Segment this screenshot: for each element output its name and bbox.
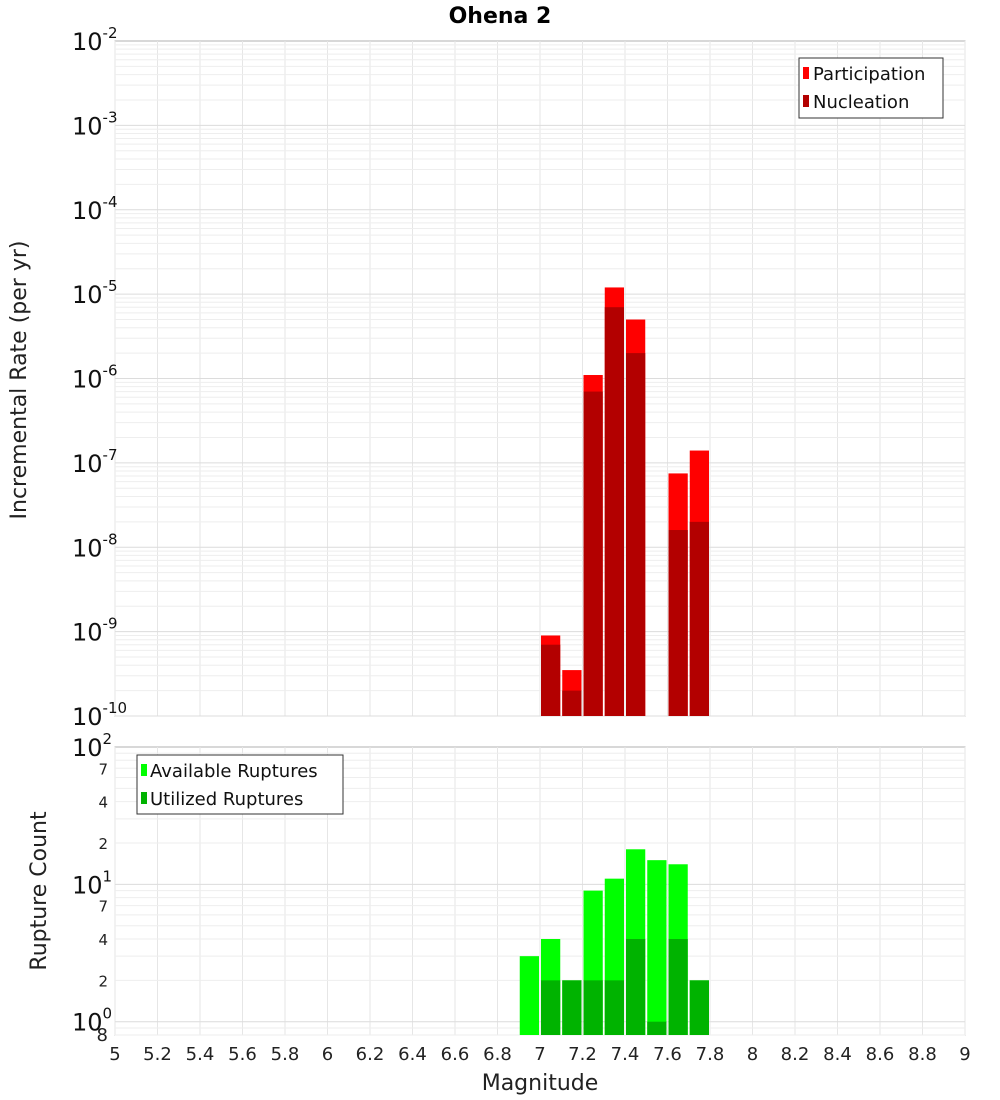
y-minor-tick-label: 2: [98, 972, 108, 990]
y-minor-tick-label: 7: [98, 898, 108, 916]
rupture-count-axis-label: Rupture Count: [27, 811, 52, 971]
y-minor-tick-label: 8: [97, 1025, 108, 1046]
chart-title: Ohena 2: [449, 4, 552, 29]
bar-utilized-ruptures: [668, 939, 688, 1035]
bar-utilized-ruptures: [583, 980, 603, 1035]
x-tick-label: 7.4: [611, 1044, 640, 1065]
x-tick-label: 7: [534, 1044, 545, 1065]
incremental-rate-grid: [114, 41, 966, 717]
x-tick-label: 7.8: [696, 1044, 725, 1065]
incremental-rate-bars: [541, 287, 709, 716]
y-minor-tick-label: 4: [98, 931, 108, 949]
bar-nucleation: [583, 391, 603, 716]
x-tick-label: 7.2: [568, 1044, 597, 1065]
rupture-count-panel: 8 2 4 7 2 4 7 100 101 102 5 5.2 5.4 5.6 5.8 6 6.2 6.4 6.6…: [27, 730, 971, 1096]
y-tick-label: 10-5: [72, 277, 118, 309]
y-tick-label: 10-4: [72, 193, 118, 225]
rupture-count-legend: Available Ruptures Utilized Ruptures: [136, 754, 344, 815]
legend-label-nucleation: Nucleation: [813, 92, 909, 113]
x-tick-label: 8.4: [823, 1044, 852, 1065]
incremental-rate-y-ticks: 10-10 10-9 10-8 10-7 10-6 10-5 10-4 10-3 10-2: [72, 24, 127, 731]
bar-nucleation: [689, 521, 709, 716]
y-tick-label: 102: [72, 730, 112, 762]
rupture-count-y-ticks: 8 2 4 7 2 4 7 100 101 102: [72, 730, 112, 1046]
bar-nucleation: [562, 690, 582, 716]
legend-label-utilized-ruptures: Utilized Ruptures: [150, 789, 303, 810]
y-tick-label: 10-9: [72, 615, 118, 647]
legend-swatch-utilized-ruptures: [141, 792, 147, 804]
y-tick-label: 10-10: [72, 699, 127, 731]
y-minor-tick-label: 7: [98, 760, 108, 778]
bar-nucleation: [541, 644, 561, 716]
x-tick-label: 6.4: [398, 1044, 427, 1065]
x-tick-label: 7.6: [653, 1044, 682, 1065]
bar-nucleation: [668, 530, 688, 716]
legend-swatch-participation: [803, 67, 809, 79]
y-tick-label: 101: [72, 867, 112, 899]
x-tick-label: 8.8: [908, 1044, 937, 1065]
y-tick-label: 10-3: [72, 108, 118, 140]
x-tick-label: 5.8: [271, 1044, 300, 1065]
x-tick-label: 6: [322, 1044, 333, 1065]
x-tick-label: 5.4: [186, 1044, 215, 1065]
x-tick-label: 5: [109, 1044, 120, 1065]
bar-nucleation: [626, 353, 646, 716]
x-tick-label: 8.6: [866, 1044, 895, 1065]
x-tick-label: 8: [747, 1044, 758, 1065]
legend-swatch-available-ruptures: [141, 764, 147, 776]
x-tick-label: 8.2: [781, 1044, 810, 1065]
magnitude-x-ticks: 5 5.2 5.4 5.6 5.8 6 6.2 6.4 6.6 6.8 7 7.2 7.4 7.6 7.8 8…: [109, 1044, 970, 1065]
incremental-rate-panel: 10-10 10-9 10-8 10-7 10-6 10-5 10-4 10-3 10-2 In…: [7, 24, 966, 731]
x-tick-label: 6.2: [356, 1044, 385, 1065]
rupture-count-bars: [519, 849, 709, 1035]
bar-available-ruptures: [647, 860, 667, 1035]
bar-nucleation: [604, 307, 624, 716]
x-tick-label: 5.6: [228, 1044, 257, 1065]
bar-utilized-ruptures: [562, 980, 582, 1035]
magnitude-axis-label: Magnitude: [482, 1071, 599, 1096]
bar-utilized-ruptures: [647, 1021, 667, 1035]
bar-utilized-ruptures: [689, 980, 709, 1035]
y-tick-label: 10-2: [72, 24, 118, 56]
y-tick-label: 100: [72, 1005, 112, 1037]
bar-utilized-ruptures: [604, 980, 624, 1035]
y-tick-label: 10-6: [72, 362, 118, 394]
legend-label-participation: Participation: [813, 64, 925, 85]
bar-available-ruptures: [519, 956, 539, 1035]
incremental-rate-legend: Participation Nucleation: [798, 57, 944, 119]
x-tick-label: 9: [959, 1044, 970, 1065]
x-tick-label: 6.8: [483, 1044, 512, 1065]
y-tick-label: 10-8: [72, 530, 118, 562]
y-minor-tick-label: 2: [98, 835, 108, 853]
y-tick-label: 10-7: [72, 446, 118, 478]
legend-label-available-ruptures: Available Ruptures: [150, 761, 318, 782]
x-tick-label: 5.2: [143, 1044, 172, 1065]
bar-utilized-ruptures: [626, 939, 646, 1035]
y-minor-tick-label: 4: [98, 794, 108, 812]
x-tick-label: 6.6: [441, 1044, 470, 1065]
legend-swatch-nucleation: [803, 95, 809, 107]
bar-utilized-ruptures: [541, 980, 561, 1035]
incremental-rate-axis-label: Incremental Rate (per yr): [7, 241, 32, 520]
